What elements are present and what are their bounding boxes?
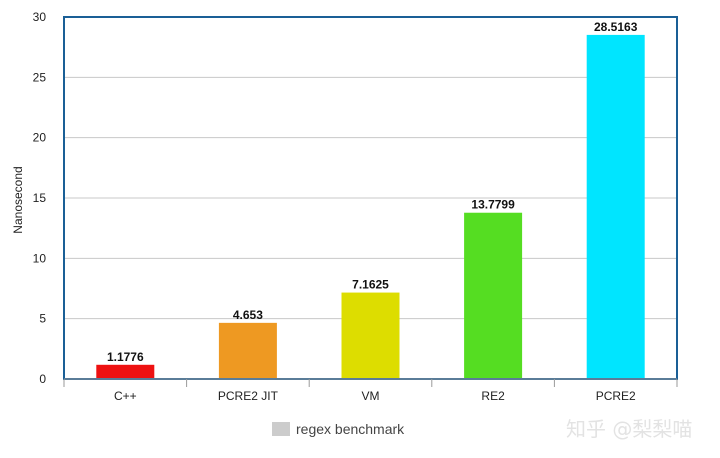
y-tick-label: 25 (33, 70, 47, 84)
y-tick-label: 5 (39, 312, 46, 326)
bar[interactable] (218, 322, 277, 379)
y-tick-label: 0 (39, 372, 46, 386)
data-label: 4.653 (233, 308, 263, 322)
y-tick-label: 15 (33, 191, 47, 205)
bar[interactable] (464, 212, 523, 379)
y-tick-label: 30 (33, 10, 47, 24)
x-tick-label: RE2 (481, 389, 505, 403)
data-label: 13.7799 (471, 198, 515, 212)
bar[interactable] (586, 34, 645, 379)
y-axis-ticks: 0 5 10 15 20 25 30 (33, 10, 47, 386)
legend-swatch (272, 422, 290, 436)
x-tick-label: VM (362, 389, 380, 403)
x-tick-label: PCRE2 JIT (218, 389, 279, 403)
data-label: 28.5163 (594, 20, 638, 34)
data-label: 1.1776 (107, 350, 144, 364)
legend-label: regex benchmark (296, 421, 405, 437)
bar[interactable] (96, 364, 155, 379)
x-tick-label: C++ (114, 389, 137, 403)
y-axis-label: Nanosecond (11, 166, 25, 233)
bars (96, 34, 645, 379)
watermark: 知乎 @梨梨喵 (566, 417, 692, 441)
legend[interactable]: regex benchmark (272, 421, 405, 437)
data-label: 7.1625 (352, 278, 389, 292)
gridlines (64, 76, 677, 320)
bar[interactable] (341, 292, 400, 379)
x-axis: C++ PCRE2 JIT VM RE2 PCRE2 (63, 378, 678, 403)
data-labels: 1.1776 4.653 7.1625 13.7799 28.5163 (107, 20, 638, 364)
y-tick-label: 20 (33, 131, 47, 145)
y-tick-label: 10 (33, 251, 47, 265)
x-tick-label: PCRE2 (596, 389, 636, 403)
